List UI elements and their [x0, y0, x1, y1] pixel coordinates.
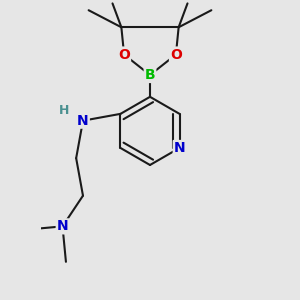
- Text: N: N: [174, 141, 185, 155]
- Text: B: B: [145, 68, 155, 82]
- Text: O: O: [170, 47, 182, 61]
- Text: O: O: [118, 47, 130, 61]
- Text: H: H: [59, 104, 69, 117]
- Text: N: N: [57, 219, 68, 233]
- Text: N: N: [77, 114, 89, 128]
